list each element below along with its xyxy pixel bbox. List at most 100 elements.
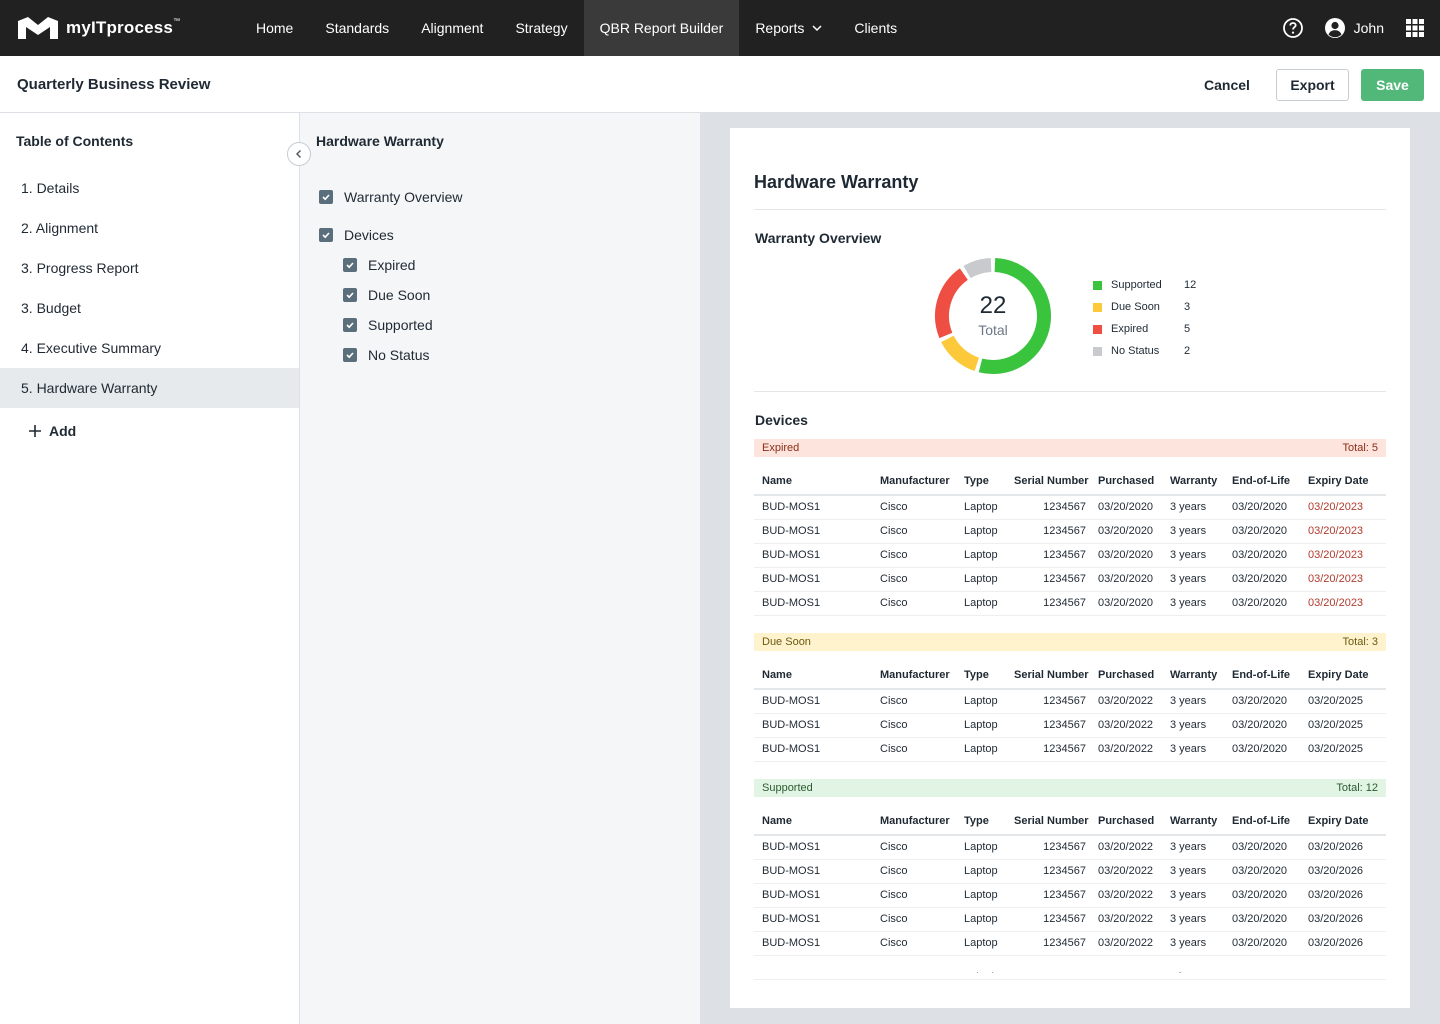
cell-type: Laptop	[962, 543, 1012, 568]
column-header-warranty[interactable]: Warranty	[1168, 467, 1230, 496]
option-expired[interactable]: Expired	[343, 257, 415, 273]
legend-swatch	[1093, 280, 1102, 290]
cell-expiry-date: 03/20/2025	[1306, 737, 1386, 762]
column-header-end-of-life[interactable]: End-of-Life	[1230, 467, 1306, 496]
supported-checkbox[interactable]	[343, 318, 357, 332]
cell-serial-number: 1234567	[1012, 859, 1096, 884]
expired-devices-table: Name Manufacturer Type Serial Number Purchas…	[754, 467, 1386, 616]
column-header-end-of-life[interactable]: End-of-Life	[1230, 807, 1306, 836]
column-header-expiry-date[interactable]: Expiry Date	[1306, 807, 1386, 836]
column-header-purchased[interactable]: Purchased	[1096, 807, 1168, 836]
option-supported[interactable]: Supported	[343, 317, 433, 333]
table-header-row: Name Manufacturer Type Serial Number Purchas…	[754, 807, 1386, 836]
cell-name: BUD-MOS1	[754, 495, 878, 520]
legend-label: Due Soon	[1111, 301, 1160, 313]
column-header-warranty[interactable]: Warranty	[1168, 807, 1230, 836]
column-header-serial-number[interactable]: Serial Number	[1012, 467, 1096, 496]
toc-item-details[interactable]: 1. Details	[21, 180, 80, 196]
column-header-manufacturer[interactable]: Manufacturer	[878, 807, 962, 836]
table-header-row: Name Manufacturer Type Serial Number Purchas…	[754, 661, 1386, 690]
option-warranty-overview[interactable]: Warranty Overview	[319, 189, 463, 205]
option-devices[interactable]: Devices	[319, 227, 394, 243]
warranty-overview-checkbox[interactable]	[319, 190, 333, 204]
table-row[interactable]: BUD-MOS1 Cisco Laptop 1234567 03/20/2020 3 ye…	[754, 567, 1386, 592]
due-soon-checkbox[interactable]	[343, 288, 357, 302]
option-due-soon[interactable]: Due Soon	[343, 287, 430, 303]
nav-qbr-report-builder[interactable]: QBR Report Builder	[583, 0, 740, 56]
column-header-warranty[interactable]: Warranty	[1168, 661, 1230, 690]
help-icon[interactable]	[1282, 17, 1304, 39]
column-header-manufacturer[interactable]: Manufacturer	[878, 467, 962, 496]
brand-logo[interactable]: myITprocess™	[16, 15, 240, 41]
add-section-button[interactable]: Add	[28, 423, 76, 439]
nav-alignment[interactable]: Alignment	[405, 0, 499, 56]
cancel-button[interactable]: Cancel	[1192, 69, 1262, 101]
cell-type: Laptop	[962, 883, 1012, 908]
cell-name: BUD-MOS1	[754, 567, 878, 592]
cell-expiry-date: 03/20/2023	[1306, 519, 1386, 544]
column-header-name[interactable]: Name	[754, 807, 878, 836]
cell-manufacturer: Cisco	[878, 591, 962, 616]
toc-item-budget[interactable]: 3. Budget	[21, 300, 81, 316]
table-row[interactable]: BUD-MOS1 Cisco Laptop 1234567 03/20/2020 3 ye…	[754, 543, 1386, 568]
expired-group-total: Total: 5	[1342, 442, 1378, 454]
supported-group-total: Total: 12	[1336, 782, 1378, 794]
legend-item-due-soon: Due Soon 3	[1093, 296, 1204, 318]
legend-value: 2	[1184, 345, 1191, 357]
export-button[interactable]: Export	[1276, 69, 1349, 101]
collapse-panel-button[interactable]	[287, 142, 311, 166]
save-button[interactable]: Save	[1361, 69, 1424, 101]
column-header-purchased[interactable]: Purchased	[1096, 661, 1168, 690]
nav-home[interactable]: Home	[240, 0, 309, 56]
devices-checkbox[interactable]	[319, 228, 333, 242]
nav-reports[interactable]: Reports	[739, 0, 838, 56]
nav-reports-label: Reports	[755, 20, 805, 36]
cell-name: BUD-MOS1	[754, 737, 878, 762]
cell-serial-number: 1234567	[1012, 907, 1096, 932]
expired-checkbox[interactable]	[343, 258, 357, 272]
nav-clients[interactable]: Clients	[838, 0, 913, 56]
user-avatar-icon[interactable]	[1324, 17, 1346, 39]
apps-grid-icon[interactable]	[1406, 19, 1424, 37]
table-row[interactable]: BUD-MOS1 Cisco Laptop 1234567 03/20/2020 3 ye…	[754, 519, 1386, 544]
chevron-down-icon	[812, 25, 822, 32]
nav-strategy-label: Strategy	[515, 20, 568, 36]
expired-group-header: Expired Total: 5	[754, 439, 1386, 457]
column-header-end-of-life[interactable]: End-of-Life	[1230, 661, 1306, 690]
column-header-purchased[interactable]: Purchased	[1096, 467, 1168, 496]
column-header-serial-number[interactable]: Serial Number	[1012, 661, 1096, 690]
check-icon	[346, 322, 354, 329]
supported-label: Supported	[368, 317, 433, 333]
column-header-name[interactable]: Name	[754, 661, 878, 690]
toc-item-executive-summary[interactable]: 4. Executive Summary	[21, 340, 162, 356]
toc-item-alignment[interactable]: 2. Alignment	[21, 220, 99, 236]
column-header-manufacturer[interactable]: Manufacturer	[878, 661, 962, 690]
column-header-serial-number[interactable]: Serial Number	[1012, 807, 1096, 836]
column-header-name[interactable]: Name	[754, 467, 878, 496]
nav-standards-label: Standards	[325, 20, 390, 36]
cell-name: BUD-MOS1	[754, 907, 878, 932]
toc-item-hardware-warranty[interactable]: 5. Hardware Warranty	[0, 368, 299, 408]
toc-item-progress-report[interactable]: 3. Progress Report	[21, 260, 139, 276]
user-name[interactable]: John	[1353, 20, 1384, 36]
nav-standards[interactable]: Standards	[309, 0, 405, 56]
option-no-status[interactable]: No Status	[343, 347, 429, 363]
table-row[interactable]: BUD-MOS1 Cisco Laptop 1234567 03/20/2020 3 ye…	[754, 495, 1386, 520]
column-header-expiry-date[interactable]: Expiry Date	[1306, 467, 1386, 496]
no-status-checkbox[interactable]	[343, 348, 357, 362]
donut-slice-supported	[978, 258, 1051, 374]
nav-strategy[interactable]: Strategy	[499, 0, 583, 56]
column-header-type[interactable]: Type	[962, 467, 1012, 496]
column-header-expiry-date[interactable]: Expiry Date	[1306, 661, 1386, 690]
column-header-type[interactable]: Type	[962, 661, 1012, 690]
column-header-type[interactable]: Type	[962, 807, 1012, 836]
table-row[interactable]: BUD-MOS1 Cisco Laptop 1234567 03/20/2020 3 ye…	[754, 591, 1386, 616]
